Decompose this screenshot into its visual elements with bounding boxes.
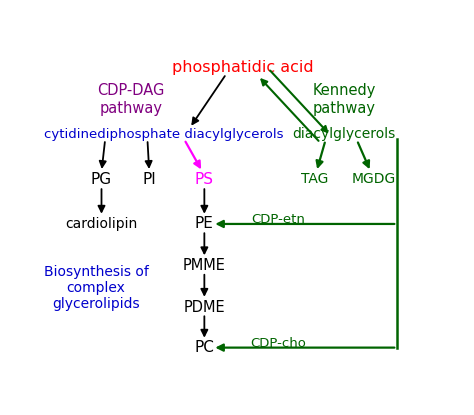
Text: PS: PS (195, 172, 214, 187)
Text: cytidinediphosphate diacylglycerols: cytidinediphosphate diacylglycerols (44, 128, 284, 141)
Text: CDP-DAG
pathway: CDP-DAG pathway (97, 83, 164, 115)
Text: CDP-etn: CDP-etn (251, 213, 305, 226)
Text: PMME: PMME (183, 258, 226, 273)
Text: phosphatidic acid: phosphatidic acid (172, 60, 314, 75)
Text: cardiolipin: cardiolipin (65, 217, 137, 231)
Text: PG: PG (91, 172, 112, 187)
Text: Kennedy
pathway: Kennedy pathway (312, 83, 375, 115)
Text: PE: PE (195, 217, 214, 232)
Text: MGDG: MGDG (351, 172, 395, 186)
Text: PDME: PDME (183, 300, 225, 315)
Text: Biosynthesis of
complex
glycerolipids: Biosynthesis of complex glycerolipids (44, 265, 148, 311)
Text: PC: PC (194, 340, 214, 355)
Text: CDP-cho: CDP-cho (250, 337, 306, 350)
Text: diacylglycerols: diacylglycerols (292, 127, 396, 142)
Text: TAG: TAG (301, 172, 328, 186)
Text: PI: PI (142, 172, 156, 187)
